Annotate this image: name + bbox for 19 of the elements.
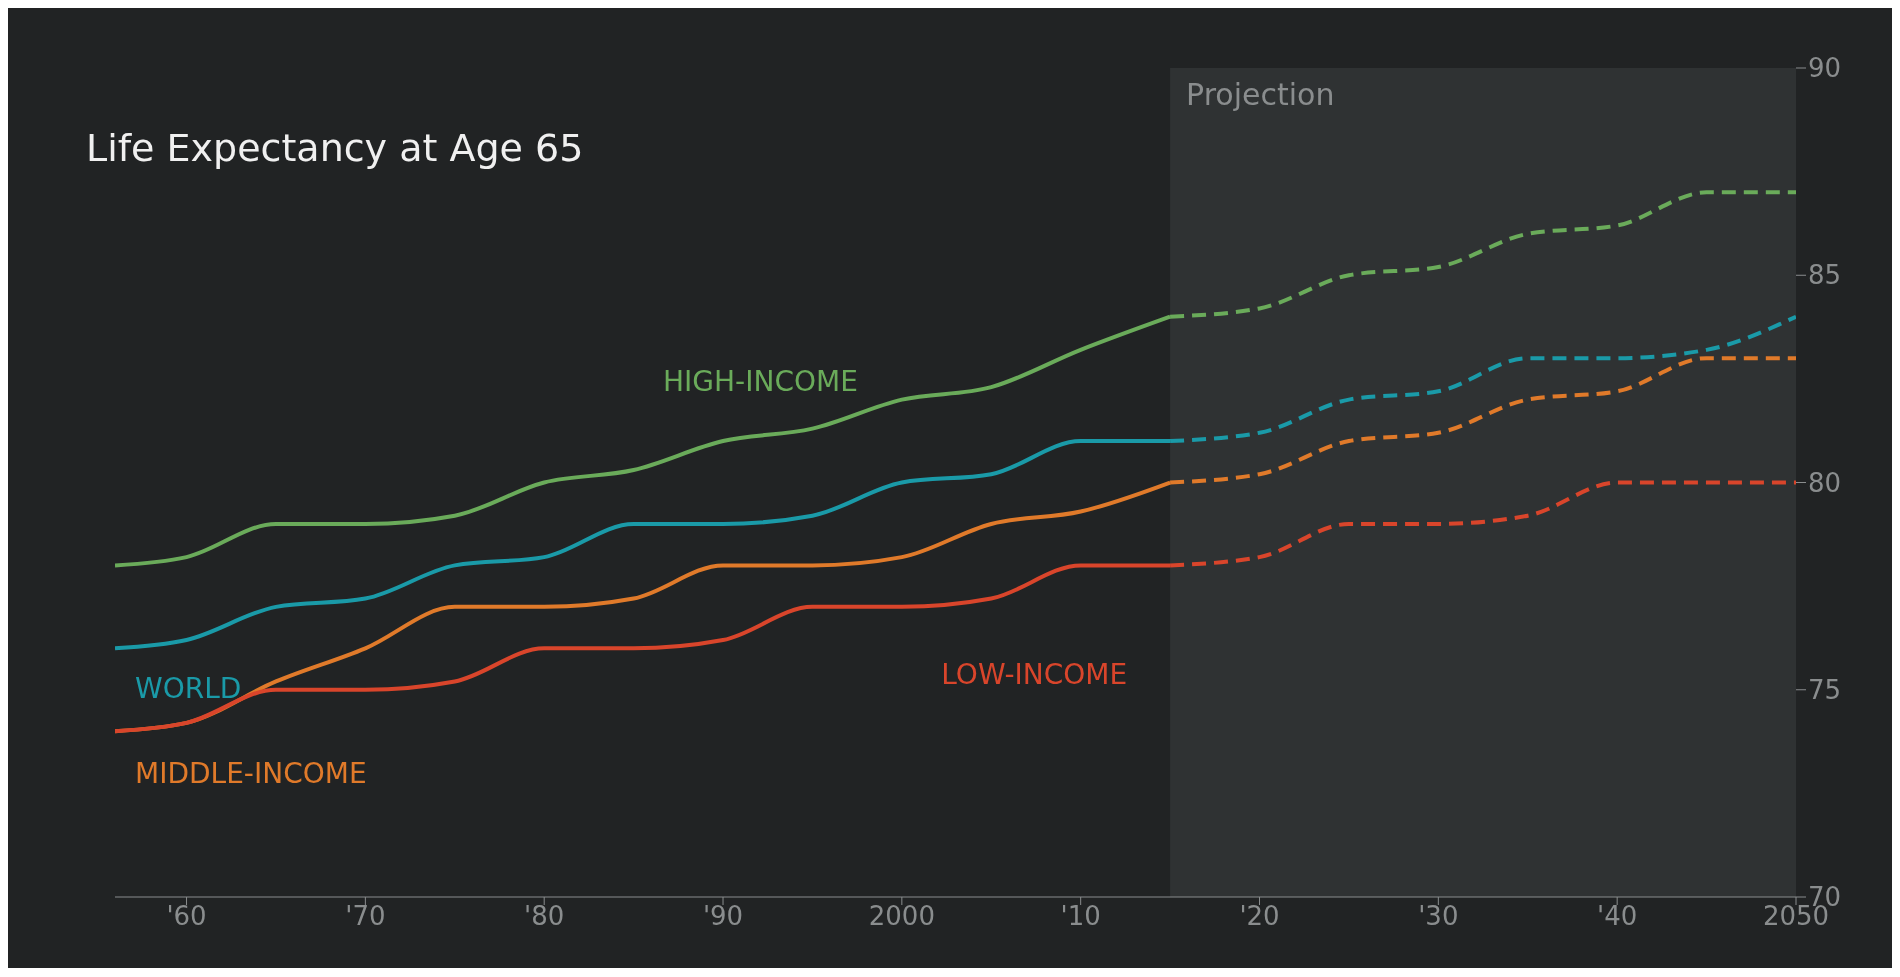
x-tick-label: '30 <box>1418 901 1459 932</box>
series-label: LOW-INCOME <box>941 657 1128 691</box>
series-label: HIGH-INCOME <box>663 365 858 399</box>
band-label: Projection <box>1186 77 1335 113</box>
x-tick-label: '20 <box>1239 901 1280 932</box>
series-label: MIDDLE-INCOME <box>135 757 367 791</box>
y-tick-label: 85 <box>1808 260 1842 291</box>
y-tick-label: 90 <box>1808 53 1842 84</box>
x-tick-label: '90 <box>702 901 744 932</box>
x-tick-label: 2000 <box>868 901 935 932</box>
x-tick-label: '60 <box>166 901 207 932</box>
x-tick-label: '10 <box>1060 901 1101 932</box>
x-tick-label: '40 <box>1597 901 1638 932</box>
text: Life Expectancy at Age 65 <box>86 126 584 170</box>
series-label: WORLD <box>135 672 242 706</box>
x-tick-label: '80 <box>524 901 565 932</box>
x-tick-label: '70 <box>345 901 386 932</box>
y-tick-label: 75 <box>1808 674 1842 705</box>
y-tick-label: 80 <box>1808 467 1842 498</box>
